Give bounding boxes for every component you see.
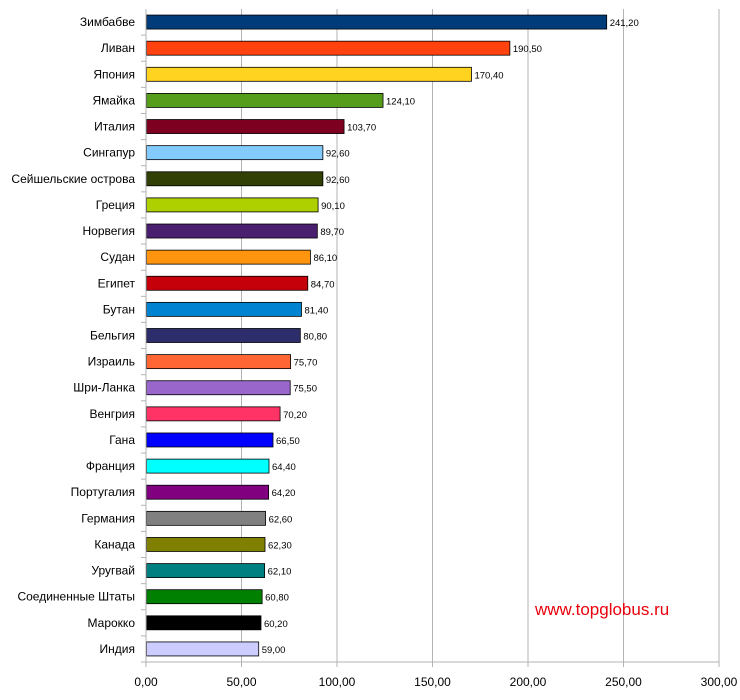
bar [146, 197, 319, 213]
bar [146, 328, 301, 343]
data-label: 70,20 [283, 410, 307, 421]
category-label: Индия [100, 642, 135, 656]
category-label: Гана [109, 433, 135, 447]
data-label: 75,50 [293, 384, 317, 395]
category-label: Италия [94, 120, 135, 134]
x-tick-label: 300,00 [701, 675, 738, 689]
bar [146, 93, 384, 108]
category-label: Шри-Ланка [73, 381, 135, 395]
data-label: 90,10 [321, 201, 345, 212]
category-label: Франция [86, 459, 135, 473]
bar [146, 171, 324, 187]
x-tick-label: 0,00 [134, 675, 158, 689]
data-label: 241,20 [610, 18, 639, 29]
category-label: Канада [94, 537, 135, 551]
data-label: 60,80 [265, 593, 289, 604]
data-label: 62,60 [269, 514, 293, 525]
data-label: 92,60 [326, 149, 350, 160]
category-label: Судан [100, 250, 135, 264]
data-label: 59,00 [262, 645, 286, 656]
bar [146, 458, 270, 474]
category-label: Бельгия [90, 329, 135, 343]
data-label: 60,20 [264, 619, 288, 630]
category-label: Португалия [71, 485, 135, 499]
data-label: 66,50 [276, 436, 300, 447]
category-label: Греция [96, 198, 135, 212]
category-label: Бутан [103, 302, 135, 316]
bar [146, 589, 263, 605]
category-label: Ливан [101, 41, 135, 55]
bar [146, 354, 291, 370]
bar [146, 249, 311, 265]
x-tick-label: 100,00 [319, 675, 356, 689]
data-label: 81,40 [304, 305, 328, 316]
bar [146, 537, 266, 552]
data-label: 80,80 [303, 332, 327, 343]
bar [146, 14, 608, 30]
data-label: 190,50 [513, 44, 542, 55]
data-label: 89,70 [320, 227, 344, 238]
category-label: Зимбабве [80, 15, 135, 29]
bar [146, 563, 266, 578]
bar [146, 223, 318, 239]
watermark: www.topglobus.ru [535, 600, 670, 619]
category-label: Сингапур [83, 146, 135, 160]
data-label: 64,20 [272, 488, 296, 499]
category-label: Уругвай [91, 564, 135, 578]
data-label: 84,70 [311, 279, 335, 290]
bar [146, 641, 260, 657]
bar [146, 380, 291, 396]
bar [146, 432, 274, 448]
bar [146, 510, 266, 526]
category-label: Марокко [88, 616, 136, 630]
x-tick-label: 250,00 [605, 675, 642, 689]
bar [146, 484, 270, 500]
x-tick-label: 50,00 [226, 675, 256, 689]
category-label: Израиль [88, 355, 135, 369]
category-label: Венгрия [89, 407, 135, 421]
bar [146, 66, 472, 82]
category-label: Норвегия [82, 224, 135, 238]
data-label: 103,70 [347, 123, 376, 134]
gridlines [241, 9, 720, 662]
x-tick-label: 150,00 [414, 675, 451, 689]
bar [146, 275, 309, 291]
bar [146, 40, 511, 56]
data-label: 62,10 [268, 567, 292, 578]
data-label: 75,70 [294, 358, 318, 369]
axes: 0,00 50,00 100,00 150,00 200,00 250,00 300,00 З… [11, 9, 738, 689]
category-label: Соединенные Штаты [17, 590, 135, 604]
data-label: 92,60 [326, 175, 350, 186]
data-label: 86,10 [313, 253, 337, 264]
x-tick-label: 200,00 [510, 675, 547, 689]
data-label: 62,30 [268, 540, 292, 551]
data-label: 64,40 [272, 462, 296, 473]
category-label: Япония [93, 67, 135, 81]
category-label: Египет [98, 276, 136, 290]
bar [146, 145, 324, 161]
bars: 241,20 190,50 170,40 124,10 103,70 92,60 92,60… [146, 14, 639, 657]
category-label: Германия [81, 511, 135, 525]
bar [146, 406, 281, 422]
category-label: Сейшельские острова [11, 172, 135, 186]
bar [146, 615, 262, 631]
data-label: 124,10 [386, 96, 415, 107]
data-label: 170,40 [474, 70, 503, 81]
bar [146, 301, 302, 317]
bar [146, 119, 345, 134]
category-label: Ямайка [93, 93, 136, 107]
